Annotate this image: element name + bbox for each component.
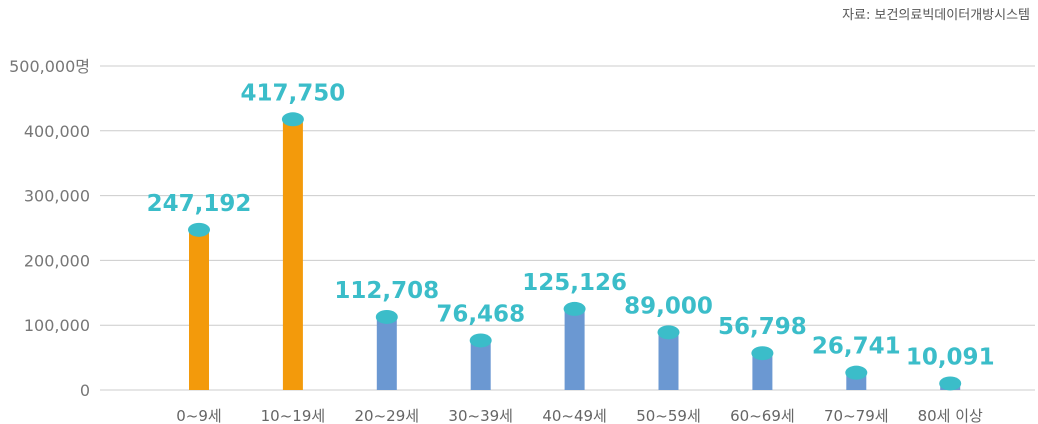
y-tick-label: 400,000 xyxy=(24,122,90,141)
y-tick-label: 100,000 xyxy=(24,316,90,335)
x-tick-label: 10~19세 xyxy=(261,407,326,424)
data-label: 247,192 xyxy=(147,191,252,217)
data-label: 10,091 xyxy=(906,344,995,370)
x-tick-label: 40~49세 xyxy=(542,407,607,424)
bar xyxy=(189,229,209,390)
y-tick-label: 0 xyxy=(80,381,90,400)
data-label: 89,000 xyxy=(624,293,713,319)
bar xyxy=(470,340,491,390)
data-label: 417,750 xyxy=(241,80,346,106)
bar xyxy=(752,353,773,390)
bar-cap xyxy=(939,376,962,391)
x-tick-label: 60~69세 xyxy=(730,407,795,424)
bar-cap xyxy=(188,222,210,237)
data-label: 112,708 xyxy=(334,278,439,304)
source-note: 자료: 보건의료빅데이터개방시스템 xyxy=(842,8,1030,23)
bar-cap xyxy=(563,301,586,316)
bar xyxy=(282,119,303,390)
bar-cap xyxy=(375,309,398,324)
x-tick-label: 20~29세 xyxy=(355,407,420,424)
x-tick-label: 50~59세 xyxy=(636,407,701,424)
data-label: 26,741 xyxy=(812,334,901,360)
bar-cap xyxy=(469,333,492,348)
bar-cap xyxy=(281,112,304,127)
data-label: 56,798 xyxy=(718,314,807,340)
bar xyxy=(564,308,585,390)
bar-cap xyxy=(751,346,774,361)
x-tick-label: 80세 이상 xyxy=(918,407,983,424)
y-tick-label: 200,000 xyxy=(24,251,90,270)
bar-cap xyxy=(657,325,680,340)
bar-cap xyxy=(845,365,868,380)
bar xyxy=(658,332,679,390)
y-tick-label: 300,000 xyxy=(24,187,90,206)
x-tick-label: 30~39세 xyxy=(448,407,513,424)
y-tick-label: 500,000명 xyxy=(9,57,90,76)
bar xyxy=(376,316,397,390)
data-label: 125,126 xyxy=(522,270,627,296)
x-tick-label: 70~79세 xyxy=(824,407,889,424)
data-label: 76,468 xyxy=(436,301,525,327)
x-tick-label: 0~9세 xyxy=(176,407,221,424)
